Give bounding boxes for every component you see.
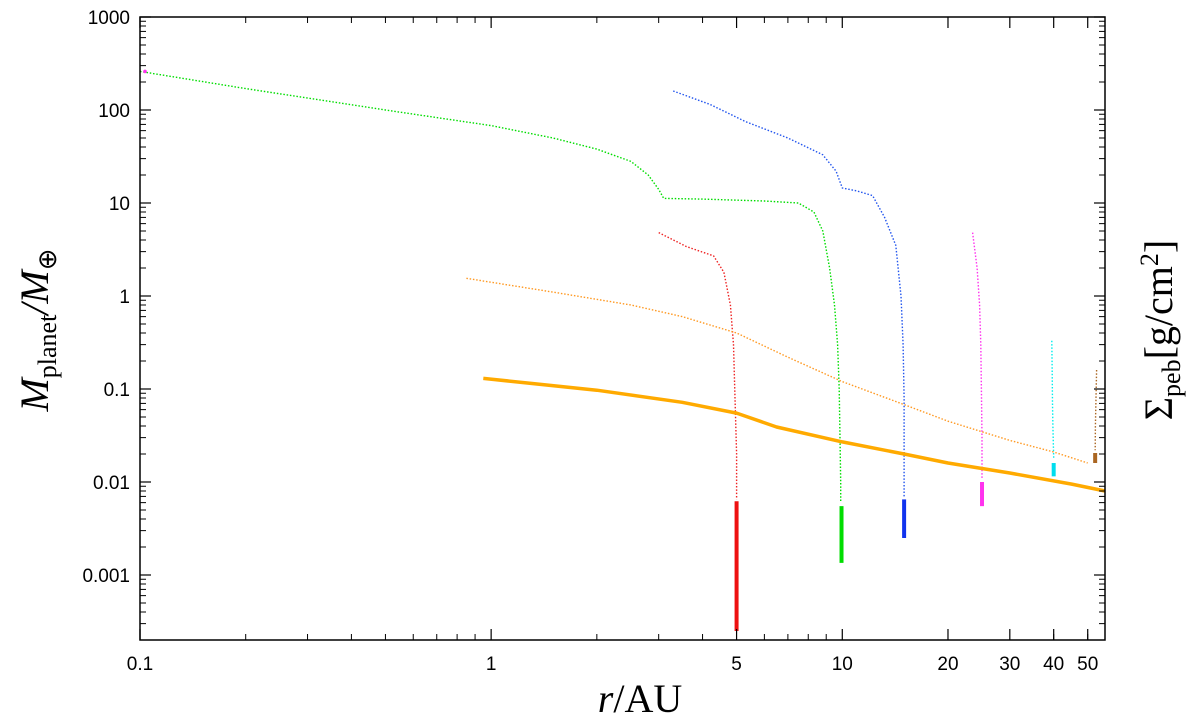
x-tick-label: 0.1 [127, 654, 153, 675]
axis-ticks: 0.1 1 5 10 20 30 40 50 0.001 0.01 0.1 1 10 100 1000 [82, 8, 1105, 675]
x-axis-label: r/AU [598, 676, 683, 721]
x-tick-label: 50 [1077, 654, 1098, 675]
plot-content [139, 69, 1106, 631]
series-line-7 [483, 376, 1106, 493]
y-tick-label: 1 [119, 287, 130, 308]
plot-frame [139, 16, 1106, 641]
series-line-0 [139, 70, 842, 503]
x-tick-label: 1 [486, 654, 497, 675]
y-tick-label: 0.001 [82, 566, 130, 587]
right-axis-label: Σpeb[g/cm2] [1135, 240, 1186, 420]
series-line-4 [1051, 340, 1055, 459]
series-line-2 [658, 231, 738, 500]
y-tick-label: 1000 [88, 8, 130, 29]
x-tick-label: 30 [999, 654, 1020, 675]
x-tick-label: 40 [1043, 654, 1064, 675]
x-tick-label: 20 [937, 654, 958, 675]
y-axis-label: Mplanet/M⊕ [12, 248, 62, 412]
y-tick-label: 0.01 [93, 473, 130, 494]
y-tick-label: 100 [98, 101, 130, 122]
marker-0 [143, 69, 147, 74]
series-line-1 [672, 90, 905, 497]
series-line-3 [971, 232, 983, 479]
x-tick-label: 10 [832, 654, 853, 675]
series-line-5 [1094, 369, 1098, 451]
series-line-6 [466, 277, 1088, 464]
y-tick-label: 10 [109, 194, 130, 215]
x-tick-label: 5 [731, 654, 742, 675]
y-tick-label: 0.1 [104, 380, 130, 401]
